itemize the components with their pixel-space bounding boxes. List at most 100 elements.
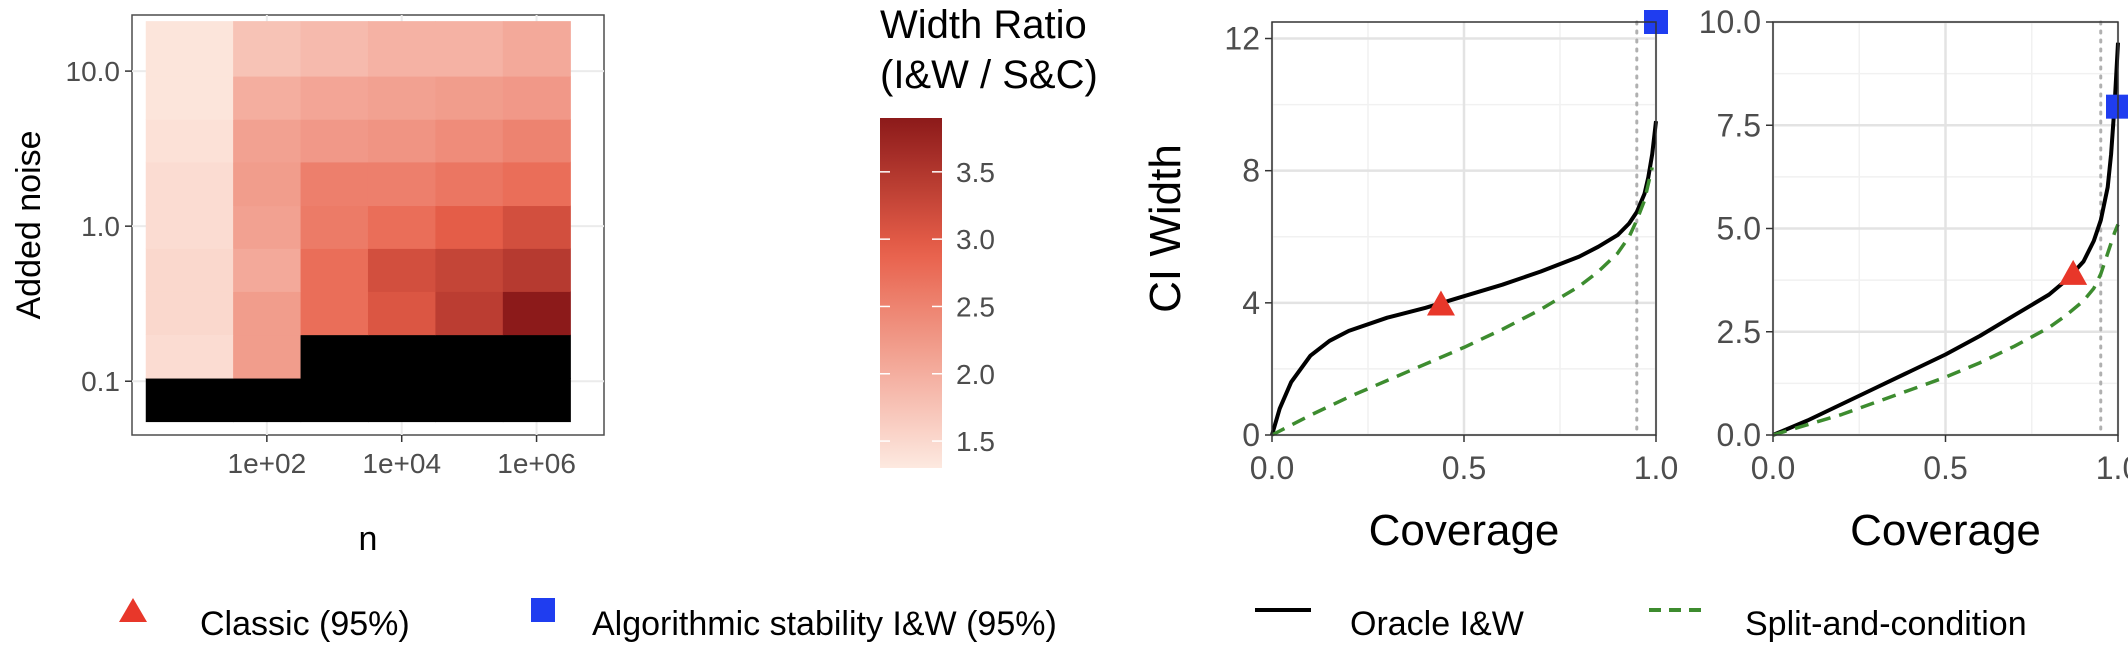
line-panel-coverage-1: 0.0 0.5 1.0 0 4 8 12 Coverage CI Width xyxy=(1141,10,1678,555)
y-tick-label: 0 xyxy=(1242,417,1260,453)
heatmap-cell xyxy=(435,291,504,336)
x-tick-label: 0.0 xyxy=(1250,450,1294,486)
legend-stability-marker xyxy=(531,598,555,622)
heatmap-cell xyxy=(502,248,571,292)
heatmap-cell xyxy=(300,161,369,207)
heatmap-cell xyxy=(300,119,369,163)
y-tick-label: 12 xyxy=(1224,21,1260,57)
heatmap-cell xyxy=(502,21,571,77)
y-tick-label: 2.5 xyxy=(1717,314,1761,350)
heatmap-cell xyxy=(367,334,437,379)
heatmap-cell xyxy=(367,248,437,292)
x-tick-label: 1.0 xyxy=(1634,450,1678,486)
classic-95-marker xyxy=(2059,259,2088,285)
heatmap-cell xyxy=(145,21,234,77)
legend-label-oracle: Oracle I&W xyxy=(1350,605,1524,643)
x-axis-label: Coverage xyxy=(1369,506,1560,555)
heatmap-cell xyxy=(435,119,504,163)
heatmap-cell xyxy=(435,21,504,77)
heatmap-cell xyxy=(502,377,571,423)
colorbar-tick-label: 3.0 xyxy=(956,224,995,255)
heatmap-cell xyxy=(233,248,302,292)
legend-label-stability: Algorithmic stability I&W (95%) xyxy=(592,605,1057,643)
x-tick-label: 1.0 xyxy=(2096,450,2128,486)
heatmap-cell xyxy=(435,161,504,207)
heatmap-cell xyxy=(367,21,437,77)
heatmap-cell xyxy=(367,205,437,249)
heatmap-cell xyxy=(233,291,302,336)
heatmap-x-tick-label: 1e+04 xyxy=(362,448,441,479)
algorithmic-stability-95-marker xyxy=(2106,94,2128,119)
heatmap-cell xyxy=(300,334,369,379)
y-tick-label: 4 xyxy=(1242,285,1260,321)
heatmap-cell xyxy=(300,21,369,77)
heatmap-cell xyxy=(300,291,369,336)
legend-label-split: Split-and-condition xyxy=(1745,605,2027,643)
heatmap-cell xyxy=(502,161,571,207)
heatmap-cell xyxy=(233,377,302,423)
heatmap-cell xyxy=(233,161,302,207)
classic-95-marker xyxy=(1426,290,1455,316)
heatmap-cell xyxy=(367,75,437,120)
heatmap-cell xyxy=(300,205,369,249)
colorbar-gradient xyxy=(880,118,942,468)
heatmap-cell xyxy=(145,205,234,249)
heatmap-y-axis-label: Added noise xyxy=(10,130,48,319)
heatmap-y-tick-label: 10.0 xyxy=(66,56,121,87)
colorbar-tick-label: 3.5 xyxy=(956,157,995,188)
heatmap-cell xyxy=(233,75,302,120)
heatmap-x-tick-label: 1e+06 xyxy=(497,448,576,479)
split-and-condition-line xyxy=(1772,223,2120,437)
heatmap-cell xyxy=(145,334,234,379)
heatmap-cell xyxy=(435,248,504,292)
x-tick-label: 0.5 xyxy=(1923,450,1967,486)
heatmap-cell xyxy=(367,161,437,207)
heatmap-cell xyxy=(435,334,504,379)
heatmap-cell xyxy=(145,291,234,336)
colorbar-title-line2: (I&W / S&C) xyxy=(880,53,1098,97)
heatmap-x-tick-label: 1e+02 xyxy=(228,448,307,479)
heatmap-cell xyxy=(145,377,234,423)
heatmap-cell xyxy=(502,334,571,379)
y-axis-label: CI Width xyxy=(1141,144,1190,313)
heatmap-cell xyxy=(502,291,571,336)
legend-classic-marker xyxy=(119,598,147,622)
y-tick-label: 5.0 xyxy=(1717,211,1761,247)
heatmap-cell xyxy=(145,119,234,163)
y-tick-label: 0.0 xyxy=(1717,417,1761,453)
heatmap-cell xyxy=(233,205,302,249)
heatmap-cell xyxy=(435,205,504,249)
y-tick-label: 8 xyxy=(1242,153,1260,189)
heatmap-cell xyxy=(367,119,437,163)
x-tick-label: 0.5 xyxy=(1442,450,1486,486)
split-and-condition-line xyxy=(1271,166,1654,437)
heatmap-y-tick-label: 0.1 xyxy=(81,366,120,397)
legend-label-classic: Classic (95%) xyxy=(200,605,410,643)
colorbar-tick-label: 1.5 xyxy=(956,426,995,457)
heatmap-cell xyxy=(502,119,571,163)
colorbar-panel: Width Ratio (I&W / S&C) 1.5 2.0 2.5 3.0 3.5 xyxy=(880,3,1098,468)
heatmap-cell xyxy=(502,205,571,249)
heatmap-cell xyxy=(145,75,234,120)
y-tick-label: 10.0 xyxy=(1699,4,1761,40)
line-panel-coverage-2: 0.0 0.5 1.0 0.0 2.5 5.0 7.5 10.0 Coverage xyxy=(1699,4,2128,555)
x-tick-label: 0.0 xyxy=(1751,450,1795,486)
heatmap-cell xyxy=(145,161,234,207)
heatmap-cell xyxy=(502,75,571,120)
heatmap-cell xyxy=(233,334,302,379)
legend: Classic (95%) Algorithmic stability I&W (… xyxy=(119,598,2027,643)
heatmap-panel: 1e+02 1e+04 1e+06 0.1 1.0 10.0 n Added noise xyxy=(10,14,605,558)
colorbar-tick-label: 2.0 xyxy=(956,359,995,390)
heatmap-cell xyxy=(233,21,302,77)
heatmap-cell xyxy=(367,291,437,336)
oracle-iw-line xyxy=(1270,120,1658,436)
heatmap-cell xyxy=(300,248,369,292)
heatmap-x-axis-label: n xyxy=(359,520,378,558)
heatmap-cell xyxy=(435,377,504,423)
heatmap-cell xyxy=(300,75,369,120)
y-tick-label: 7.5 xyxy=(1717,107,1761,143)
heatmap-y-tick-label: 1.0 xyxy=(81,211,120,242)
heatmap-cell xyxy=(367,377,437,423)
heatmap-cell xyxy=(233,119,302,163)
